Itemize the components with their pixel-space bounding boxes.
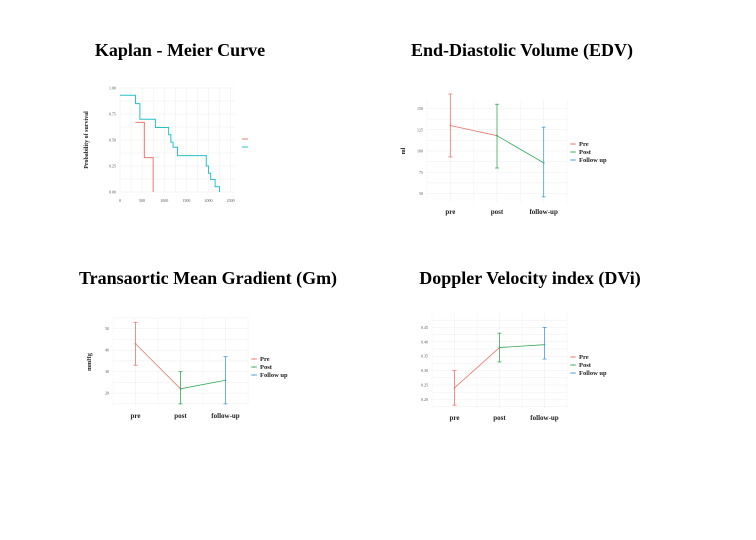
- km-panel: Kaplan - Meier Curve 0.00 0.25 0.50 0.75 1.0…: [60, 30, 300, 210]
- x-category-label: follow-up: [211, 412, 240, 420]
- y-tick-label: 40: [105, 348, 109, 353]
- km-chart: 0.00 0.25 0.50 0.75 1.00 0 500 1000 1500 2000 2500…: [84, 86, 248, 203]
- gm-panel: Transaortic Mean Gradient (Gm) 20 30 40 50 p…: [58, 258, 358, 433]
- legend-dot: [253, 358, 255, 360]
- x-tick-label: 0: [119, 198, 121, 203]
- x-category-label: follow-up: [530, 414, 559, 422]
- mean-point: [134, 342, 137, 345]
- y-tick-label: 0.50: [109, 138, 116, 143]
- y-tick-label: 0.35: [421, 354, 428, 359]
- x-tick-label: 1000: [160, 198, 168, 203]
- y-tick-label: 0.45: [421, 325, 428, 330]
- y-tick-label: 50: [105, 326, 109, 331]
- y-tick-label: 0.75: [109, 112, 116, 117]
- x-category-label: pre: [445, 208, 455, 216]
- legend-label: Post: [260, 364, 273, 371]
- edv-chart: 50 75 100 125 150 pre post follow-up ml PrePostFo…: [401, 93, 607, 216]
- mean-line-segment: [454, 347, 500, 389]
- mean-point: [496, 134, 498, 137]
- x-category-label: post: [493, 414, 506, 422]
- y-tick-label: 100: [417, 149, 423, 154]
- x-category-label: follow-up: [529, 208, 558, 216]
- mean-point: [449, 124, 452, 127]
- legend-label: Pre: [260, 356, 270, 363]
- legend-dot: [572, 159, 574, 161]
- y-tick-label: 0.40: [421, 339, 428, 344]
- x-category-label: post: [174, 412, 187, 420]
- km-series-2: [120, 94, 221, 192]
- edv-panel: End-Diastolic Volume (EDV) 50 75 100 125 150…: [382, 30, 662, 220]
- legend-label: Follow up: [260, 372, 288, 379]
- y-axis-label: Probability of survival: [84, 111, 90, 169]
- y-tick-label: 150: [417, 106, 423, 111]
- dvi-chart: 0.20 0.25 0.30 0.35 0.40 0.45 pre post follow-up…: [421, 313, 607, 422]
- edv-title: End-Diastolic Volume (EDV): [410, 40, 634, 60]
- legend-label: Post: [579, 362, 592, 369]
- km-series-1: [135, 121, 154, 192]
- km-title: Kaplan - Meier Curve: [94, 40, 266, 60]
- legend-dot: [572, 372, 574, 374]
- legend-label: Follow up: [579, 370, 607, 377]
- mean-line-segment: [499, 344, 545, 348]
- y-tick-label: 0.20: [421, 397, 428, 402]
- x-category-label: post: [491, 208, 504, 216]
- mean-point: [224, 379, 227, 382]
- y-tick-label: 0.25: [421, 382, 428, 387]
- gm-chart: 20 30 40 50 pre post follow-up mmHg PrePostFollo…: [87, 317, 288, 420]
- y-tick-label: 1.00: [109, 86, 116, 91]
- y-tick-label: 50: [419, 191, 423, 196]
- y-tick-label: 20: [105, 391, 109, 396]
- legend-label: Pre: [579, 141, 589, 148]
- y-tick-label: 125: [417, 127, 423, 132]
- legend-dot: [253, 366, 255, 368]
- dvi-panel: Doppler Velocity index (DVi) 0.20 0.25 0.3…: [395, 258, 665, 433]
- x-tick-label: 2000: [204, 198, 212, 203]
- x-tick-label: 2500: [227, 198, 235, 203]
- mean-point: [179, 387, 182, 390]
- y-tick-label: 0.25: [109, 164, 116, 169]
- y-tick-label: 30: [105, 369, 109, 374]
- mean-line-segment: [135, 343, 181, 390]
- x-tick-label: 500: [139, 198, 145, 203]
- legend-dot: [572, 356, 574, 358]
- mean-point: [543, 343, 546, 346]
- mean-point: [453, 386, 456, 389]
- legend-dot: [572, 151, 574, 153]
- mean-point: [542, 162, 545, 164]
- y-axis-label: ml: [401, 147, 407, 154]
- legend-dot: [572, 364, 574, 366]
- y-tick-label: 0.00: [109, 190, 116, 195]
- dvi-title: Doppler Velocity index (DVi): [419, 268, 641, 288]
- gm-title: Transaortic Mean Gradient (Gm): [78, 268, 338, 288]
- x-category-label: pre: [131, 412, 141, 420]
- x-tick-label: 1500: [182, 198, 190, 203]
- x-category-label: pre: [450, 414, 460, 422]
- y-axis-label: mmHg: [87, 353, 93, 371]
- legend-label: Follow up: [579, 157, 607, 164]
- legend-dot: [253, 374, 255, 376]
- mean-point: [498, 346, 501, 349]
- y-tick-label: 75: [419, 170, 423, 175]
- legend-label: Pre: [579, 354, 589, 361]
- legend-dot: [572, 143, 574, 145]
- mean-line-segment: [496, 135, 544, 164]
- legend-label: Post: [579, 149, 592, 156]
- mean-line-segment: [180, 379, 226, 390]
- mean-line-segment: [450, 125, 498, 137]
- y-tick-label: 0.30: [421, 368, 428, 373]
